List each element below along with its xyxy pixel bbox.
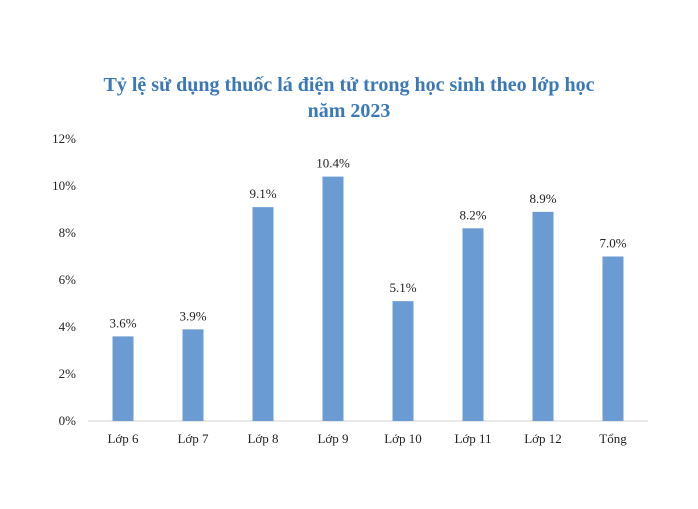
- y-tick-label: 8%: [59, 225, 77, 240]
- y-tick-label: 6%: [59, 272, 77, 287]
- x-tick-label: Lớp 12: [524, 431, 562, 446]
- data-label: 3.6%: [109, 315, 136, 330]
- data-label: 5.1%: [389, 280, 416, 295]
- bar: [322, 176, 344, 421]
- data-label: 7.0%: [599, 236, 626, 251]
- chart-title-line-2: năm 2023: [307, 100, 391, 122]
- y-tick-label: 0%: [59, 413, 77, 428]
- x-tick-label: Lớp 6: [107, 431, 139, 446]
- bar: [182, 329, 204, 421]
- bar: [532, 211, 554, 421]
- data-label: 9.1%: [249, 186, 276, 201]
- data-label: 10.4%: [316, 156, 350, 171]
- chart-title: Tỷ lệ sử dụng thuốc lá điện tử trong học…: [0, 72, 698, 124]
- x-tick-label: Lớp 7: [177, 431, 209, 446]
- bar: [602, 256, 624, 421]
- x-tick-label: Lớp 10: [384, 431, 422, 446]
- x-tick-label: Lớp 11: [454, 431, 491, 446]
- y-tick-label: 2%: [59, 366, 77, 381]
- bar: [112, 336, 134, 421]
- data-label: 8.9%: [529, 191, 556, 206]
- bar: [392, 301, 414, 421]
- x-tick-label: Lớp 9: [317, 431, 348, 446]
- x-tick-label: Lớp 8: [247, 431, 278, 446]
- bar: [462, 228, 484, 421]
- x-tick-label: Tổng: [599, 431, 627, 446]
- chart-title-line-1: Tỷ lệ sử dụng thuốc lá điện tử trong học…: [103, 74, 595, 96]
- y-tick-label: 12%: [52, 131, 76, 146]
- y-tick-label: 10%: [52, 178, 76, 193]
- bar: [252, 207, 274, 421]
- data-label: 8.2%: [459, 207, 486, 222]
- y-tick-label: 4%: [59, 319, 77, 334]
- data-label: 3.9%: [179, 308, 206, 323]
